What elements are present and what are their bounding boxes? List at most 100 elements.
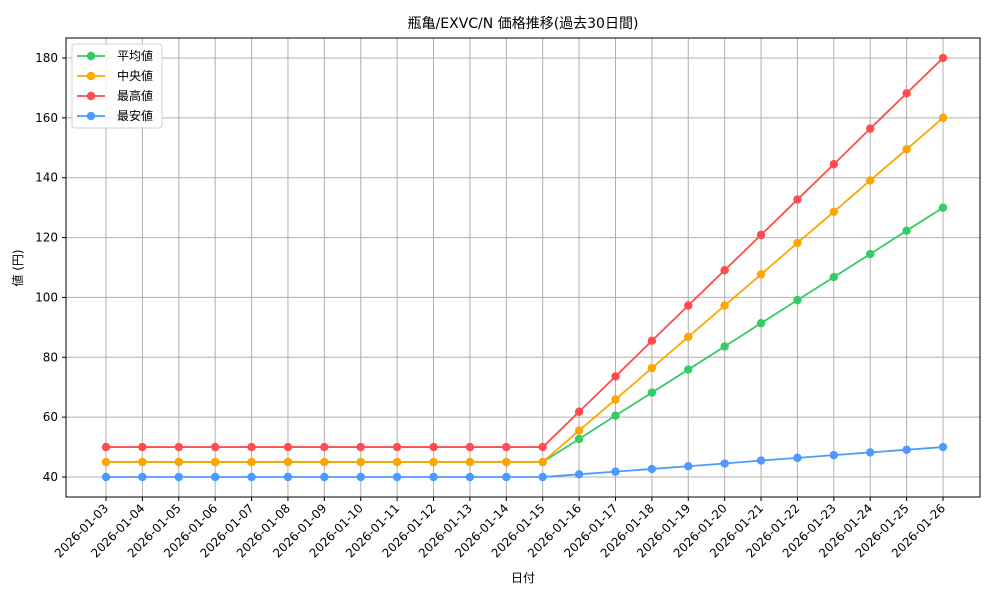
legend-marker — [86, 71, 96, 81]
data-point — [611, 411, 620, 420]
data-point — [356, 442, 365, 452]
x-axis-label: 日付 — [511, 571, 535, 585]
series-3 — [101, 442, 948, 482]
data-point — [756, 230, 766, 240]
data-point — [138, 472, 147, 482]
data-point — [720, 342, 729, 351]
chart-title: 瓶亀/EXVC/N 価格推移(過去30日間) — [408, 16, 639, 32]
legend-label: 平均値 — [117, 48, 153, 63]
data-point — [174, 457, 183, 467]
y-tick-label: 160 — [35, 111, 58, 125]
data-point — [611, 395, 620, 404]
data-point — [756, 456, 766, 465]
data-point — [647, 336, 657, 346]
data-point — [684, 462, 693, 471]
legend-marker — [86, 51, 96, 61]
data-point — [793, 238, 802, 248]
data-point — [793, 295, 802, 305]
data-point — [720, 301, 729, 310]
data-point — [320, 472, 329, 482]
data-point — [101, 442, 111, 452]
data-point — [247, 442, 256, 452]
legend-marker — [86, 91, 96, 101]
data-point — [720, 265, 729, 275]
data-point — [938, 442, 948, 452]
data-point — [429, 442, 438, 452]
legend-label: 中央値 — [117, 68, 153, 83]
data-point — [866, 249, 875, 259]
data-point — [756, 270, 766, 279]
data-point — [611, 467, 620, 476]
data-point — [502, 457, 511, 467]
data-point — [320, 457, 329, 467]
data-point — [756, 318, 766, 328]
y-tick-label: 40 — [43, 470, 58, 484]
data-point — [829, 207, 839, 217]
data-point — [574, 470, 584, 479]
data-point — [829, 272, 839, 282]
legend-label: 最高値 — [117, 88, 153, 103]
data-point — [392, 472, 402, 482]
data-point — [866, 448, 875, 457]
series-2 — [101, 53, 948, 452]
data-point — [502, 472, 511, 482]
data-point — [611, 372, 620, 381]
data-point — [502, 442, 511, 452]
data-point — [793, 453, 802, 463]
series-lines — [101, 53, 948, 482]
data-point — [538, 472, 547, 482]
y-axis: 40 60 80 100 120 140 160 180 — [35, 51, 66, 484]
data-point — [574, 407, 584, 416]
data-point — [538, 442, 547, 452]
data-point — [647, 464, 657, 474]
data-point — [465, 442, 475, 452]
legend-marker — [86, 111, 96, 121]
data-point — [465, 472, 475, 482]
data-point — [283, 442, 293, 452]
data-point — [174, 442, 183, 452]
data-point — [902, 89, 911, 98]
data-point — [902, 445, 911, 454]
data-point — [684, 365, 693, 374]
y-tick-label: 100 — [35, 290, 58, 304]
data-point — [647, 388, 657, 397]
series-0 — [101, 203, 948, 467]
data-point — [938, 53, 948, 63]
series-line — [106, 446, 944, 478]
data-point — [356, 457, 365, 467]
series-line — [106, 57, 944, 448]
data-point — [574, 434, 584, 444]
data-point — [684, 301, 693, 310]
y-tick-label: 120 — [35, 231, 58, 245]
legend-box — [71, 43, 163, 129]
data-point — [101, 457, 111, 467]
data-point — [829, 160, 839, 169]
grid — [66, 38, 980, 497]
data-point — [866, 124, 875, 133]
data-point — [829, 450, 839, 460]
data-point — [866, 176, 875, 185]
series-1 — [101, 113, 948, 467]
data-point — [283, 457, 293, 467]
data-point — [210, 457, 220, 467]
data-point — [574, 426, 584, 435]
data-point — [247, 472, 256, 482]
data-point — [538, 457, 547, 467]
y-axis-label: 値 (円) — [10, 249, 25, 286]
legend-label: 最安値 — [117, 108, 153, 123]
y-tick-label: 180 — [35, 51, 58, 65]
data-point — [465, 457, 475, 467]
data-point — [210, 442, 220, 452]
data-point — [138, 442, 147, 452]
data-point — [938, 113, 948, 123]
data-point — [247, 457, 256, 467]
x-axis: 2026-01-032026-01-042026-01-052026-01-06… — [52, 497, 948, 560]
y-tick-label: 140 — [35, 171, 58, 185]
data-point — [392, 457, 402, 467]
data-point — [684, 332, 693, 342]
series-line — [106, 117, 944, 463]
data-point — [320, 442, 329, 452]
data-point — [720, 459, 729, 468]
